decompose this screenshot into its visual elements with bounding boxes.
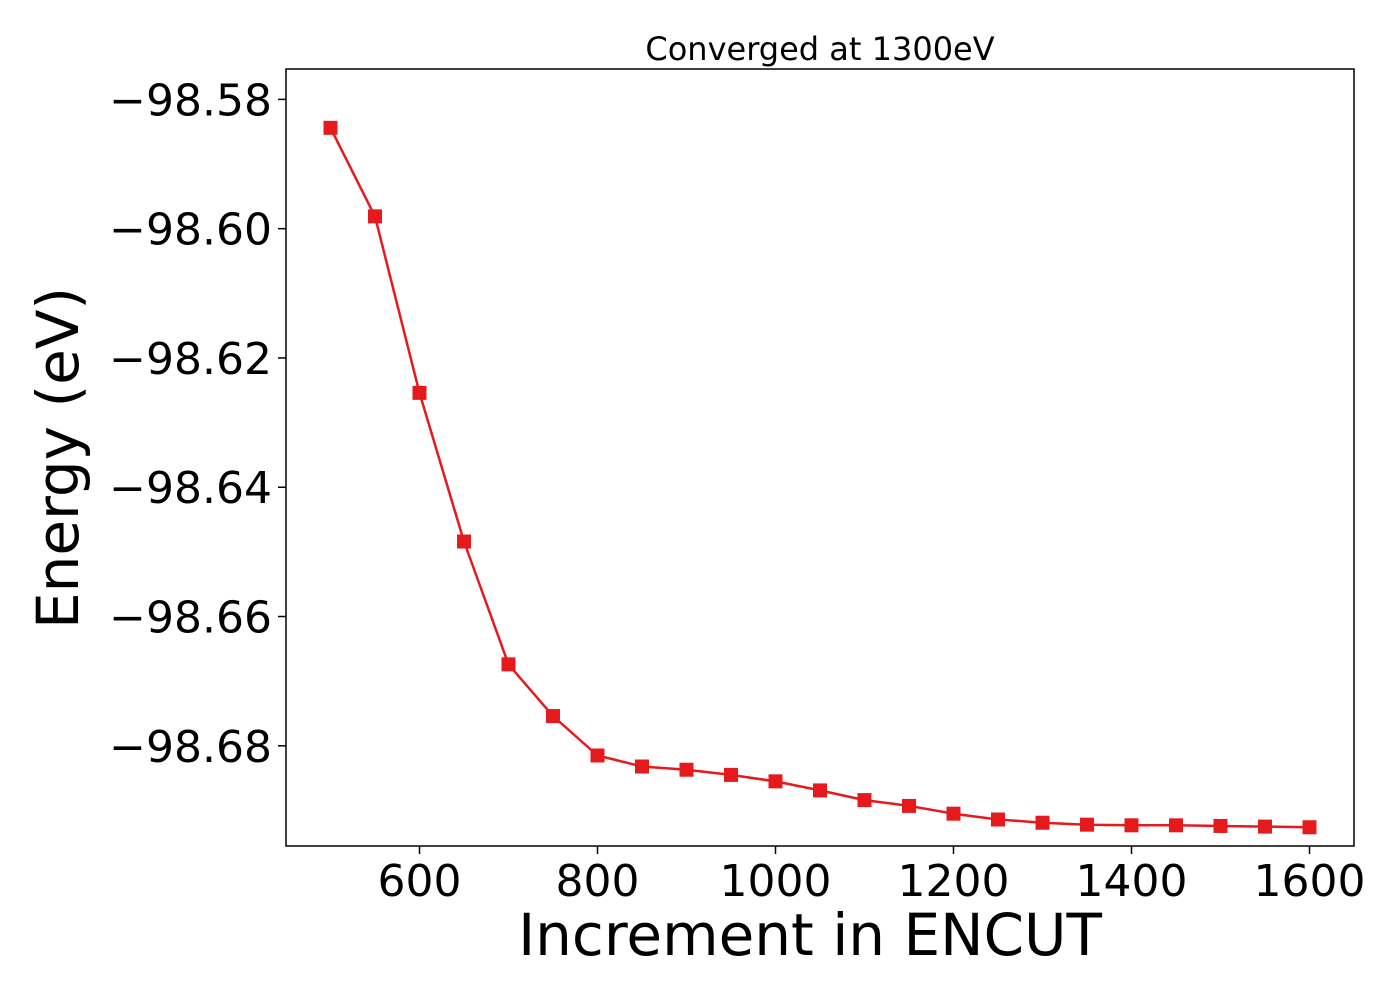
y-tick-label: −98.58 [109, 75, 272, 126]
data-point [857, 793, 872, 808]
data-point [902, 798, 916, 813]
data-point [1035, 815, 1050, 830]
data-point [635, 759, 649, 774]
x-axis-ticks: 600 800 1000 1200 1400 1600 [378, 846, 1366, 907]
data-point [1124, 818, 1139, 833]
data-point [1169, 818, 1183, 833]
data-point [368, 209, 382, 224]
chart-title: Converged at 1300eV [645, 30, 994, 68]
data-point [590, 748, 605, 763]
data-point [501, 657, 516, 672]
data-point [1258, 819, 1272, 834]
y-tick-label: −98.62 [109, 334, 272, 385]
y-tick-label: −98.66 [109, 593, 272, 644]
data-point [1080, 817, 1094, 832]
x-tick-label: 1000 [720, 856, 832, 907]
series-line [329, 127, 1310, 829]
x-tick-label: 600 [378, 856, 462, 907]
y-axis-label: Energy (eV) [24, 287, 92, 629]
data-point [1302, 820, 1317, 835]
plot-frame [285, 68, 1355, 847]
data-point [679, 762, 694, 777]
data-point [813, 783, 827, 798]
x-axis-label: Increment in ENCUT [518, 901, 1102, 969]
data-point [323, 120, 338, 135]
x-tick-label: 1200 [898, 856, 1010, 907]
y-axis-ticks: −98.58 −98.60 −98.62 −98.64 −98.66 −98.68 [109, 75, 286, 773]
data-point [546, 709, 560, 724]
series-group [323, 120, 1317, 835]
x-tick-label: 1400 [1076, 856, 1188, 907]
y-tick-label: −98.64 [109, 463, 272, 514]
data-point [412, 385, 427, 400]
y-tick-label: −98.68 [109, 722, 272, 773]
data-point [457, 534, 471, 549]
data-point [946, 806, 961, 821]
data-point [724, 767, 738, 782]
y-tick-label: −98.60 [109, 205, 272, 256]
x-tick-label: 800 [556, 856, 640, 907]
plot-area: 600 800 1000 1200 1400 1600 −98.58 −98.60 −98.6… [109, 68, 1366, 907]
data-point [768, 774, 783, 789]
data-point [1213, 818, 1228, 833]
x-tick-label: 1600 [1254, 856, 1366, 907]
data-point [991, 812, 1005, 827]
